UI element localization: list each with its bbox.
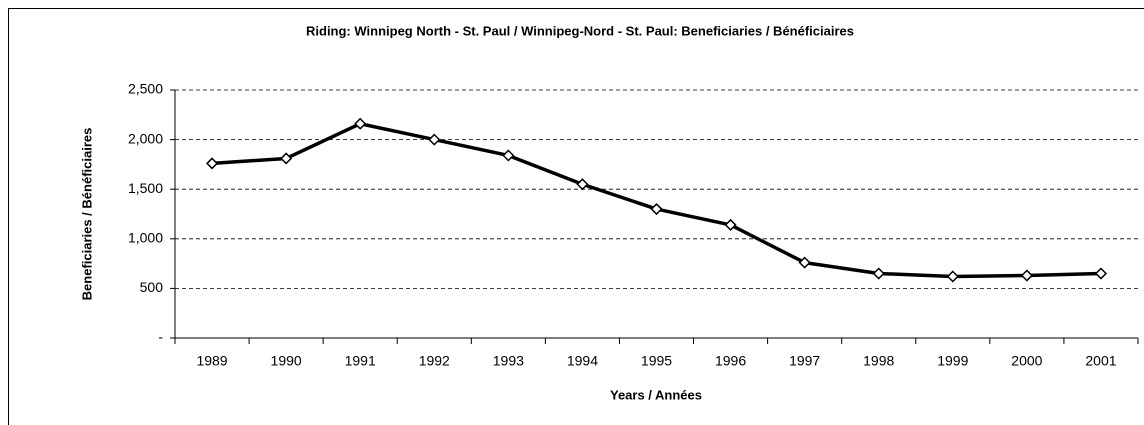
y-axis-label: Beneficiaries / Bénéficiaires bbox=[79, 128, 94, 301]
x-tick-label: 1998 bbox=[863, 353, 894, 369]
x-tick-label: 1997 bbox=[789, 353, 820, 369]
y-tick-label: 1,000 bbox=[128, 230, 163, 246]
chart-frame bbox=[8, 8, 1144, 425]
x-tick-label: 1990 bbox=[271, 353, 302, 369]
data-line bbox=[211, 121, 1102, 279]
data-marker bbox=[428, 133, 441, 146]
x-tick-label: 1989 bbox=[196, 353, 227, 369]
x-tick-label: 1999 bbox=[937, 353, 968, 369]
data-marker bbox=[576, 178, 589, 191]
data-marker bbox=[354, 117, 367, 130]
x-tick-label: 2001 bbox=[1085, 353, 1116, 369]
x-tick-label: 2000 bbox=[1011, 353, 1042, 369]
x-tick-label: 1995 bbox=[641, 353, 672, 369]
data-marker bbox=[946, 270, 959, 283]
y-tick-label: 2,000 bbox=[128, 130, 163, 146]
data-marker bbox=[724, 218, 737, 231]
x-tick-label: 1993 bbox=[493, 353, 524, 369]
x-axis-label: Years / Années bbox=[610, 387, 702, 402]
data-marker bbox=[502, 149, 515, 162]
data-marker bbox=[205, 157, 219, 170]
data-marker bbox=[1020, 269, 1033, 282]
x-tick-label: 1991 bbox=[345, 353, 376, 369]
x-tick-label: 1994 bbox=[567, 353, 598, 369]
chart-title: Riding: Winnipeg North - St. Paul / Winn… bbox=[306, 23, 854, 38]
data-marker bbox=[280, 152, 293, 165]
data-marker bbox=[872, 267, 885, 280]
y-tick-label: - bbox=[158, 329, 163, 345]
y-tick-label: 2,500 bbox=[128, 81, 163, 97]
x-tick-label: 1996 bbox=[715, 353, 746, 369]
data-marker bbox=[1094, 267, 1108, 280]
y-tick-label: 500 bbox=[140, 279, 164, 295]
x-tick-label: 1992 bbox=[419, 353, 450, 369]
data-marker bbox=[650, 202, 663, 216]
data-marker bbox=[798, 256, 811, 269]
y-tick-label: 1,500 bbox=[128, 180, 163, 196]
